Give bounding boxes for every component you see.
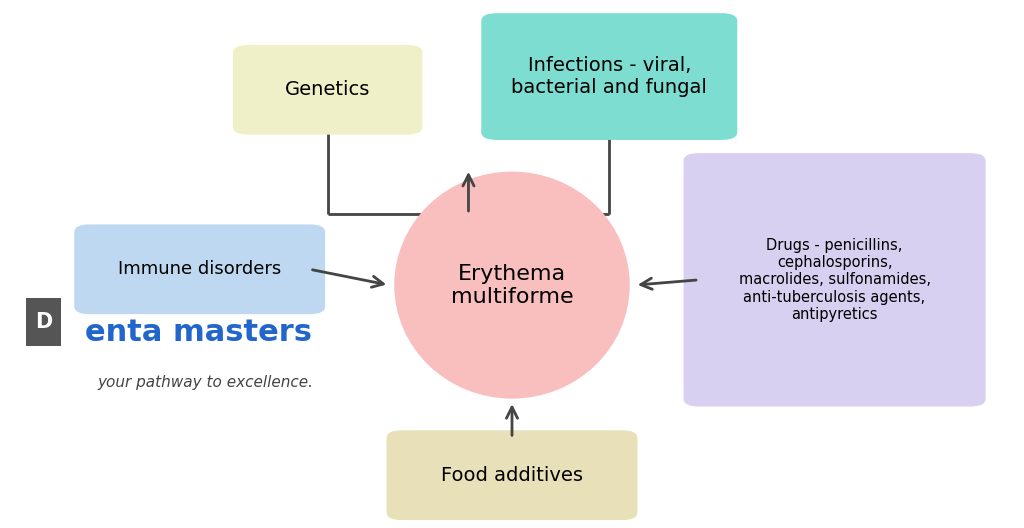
Text: your pathway to excellence.: your pathway to excellence. — [97, 375, 313, 390]
FancyBboxPatch shape — [75, 224, 326, 314]
Text: Infections - viral,
bacterial and fungal: Infections - viral, bacterial and fungal — [511, 56, 708, 97]
Text: enta masters: enta masters — [85, 318, 312, 347]
Text: Drugs - penicillins,
cephalosporins,
macrolides, sulfonamides,
anti-tuberculosis: Drugs - penicillins, cephalosporins, mac… — [738, 238, 931, 322]
FancyBboxPatch shape — [481, 13, 737, 140]
Text: Genetics: Genetics — [285, 80, 371, 99]
FancyBboxPatch shape — [387, 430, 637, 520]
Text: D: D — [35, 312, 52, 332]
FancyBboxPatch shape — [232, 45, 422, 135]
FancyBboxPatch shape — [683, 153, 985, 407]
Ellipse shape — [394, 172, 630, 399]
Text: Immune disorders: Immune disorders — [118, 260, 282, 278]
FancyBboxPatch shape — [26, 298, 61, 346]
Text: Erythema
multiforme: Erythema multiforme — [451, 263, 573, 307]
Text: Food additives: Food additives — [441, 466, 583, 485]
